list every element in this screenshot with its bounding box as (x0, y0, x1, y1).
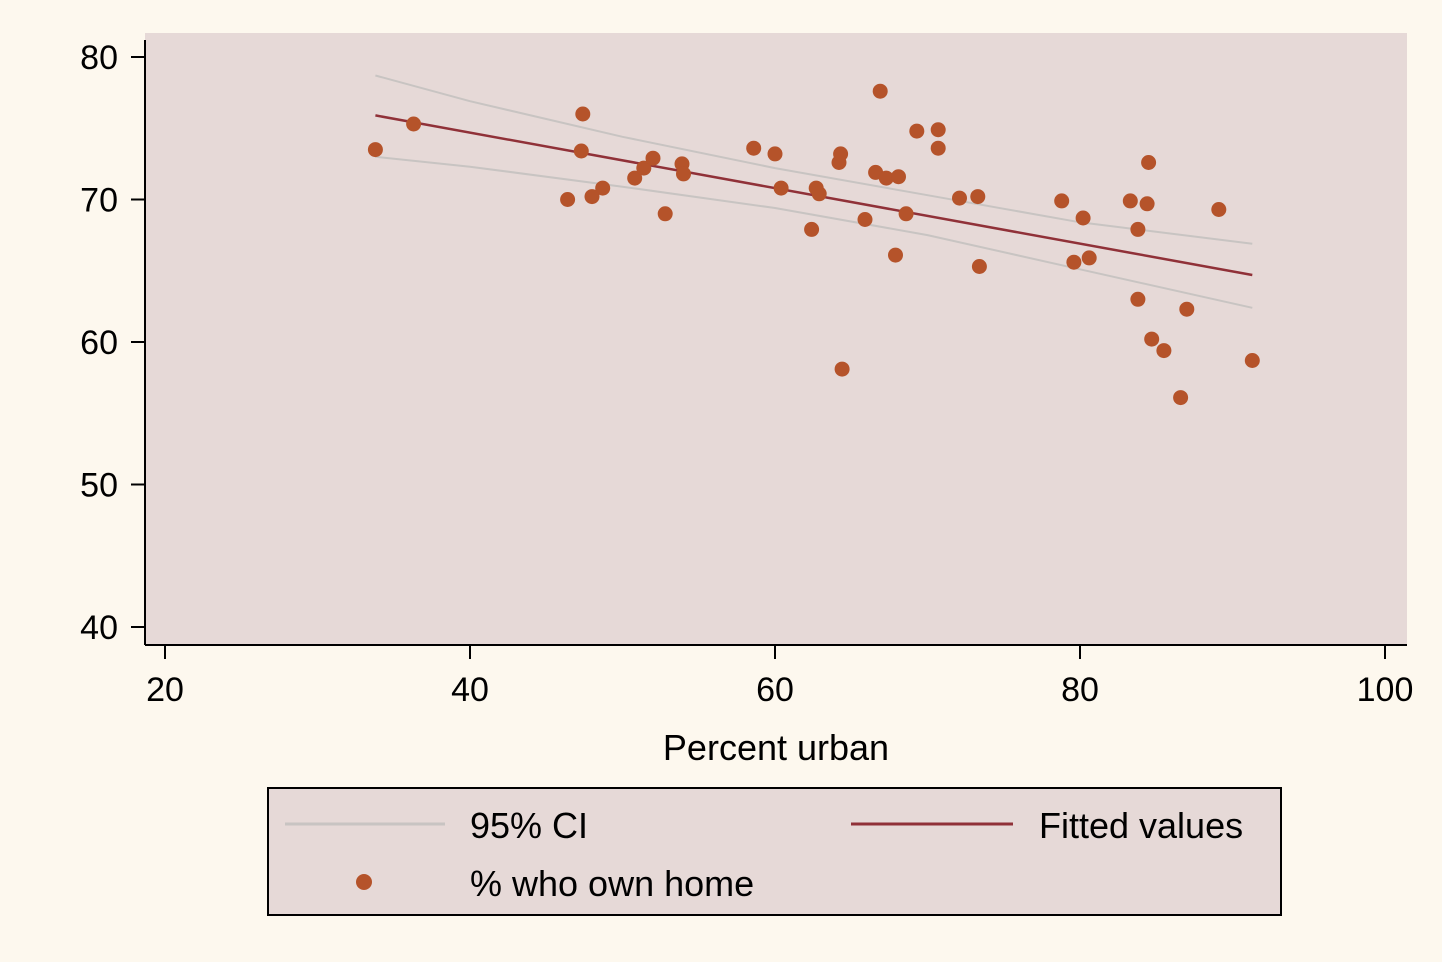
data-point (930, 122, 946, 138)
data-point (857, 212, 873, 227)
x-tick-label: 100 (1357, 671, 1414, 709)
data-point (746, 140, 762, 156)
data-point (872, 83, 888, 99)
data-point (891, 169, 906, 185)
data-point (367, 142, 383, 158)
data-point (970, 189, 986, 205)
data-point (1081, 250, 1097, 266)
legend-fitted-label: Fitted values (1039, 805, 1243, 846)
data-point (1075, 210, 1091, 226)
data-point (804, 221, 820, 237)
legend-box (267, 787, 1282, 916)
legend-ci-label: 95% CI (470, 805, 588, 846)
data-point (1130, 291, 1146, 307)
y-tick-label: 60 (80, 324, 118, 362)
y-tick-label: 40 (80, 609, 118, 647)
ci-lower-line (375, 155, 1253, 309)
y-tick-label: 80 (80, 39, 118, 77)
data-point (1156, 343, 1172, 359)
data-point (1144, 331, 1160, 347)
data-point (645, 150, 661, 166)
legend-points-label: % who own home (470, 863, 754, 904)
data-point (1179, 301, 1195, 317)
data-point (930, 140, 946, 156)
data-point (406, 116, 422, 132)
data-point (834, 361, 850, 377)
data-point (560, 192, 576, 207)
data-point (1211, 202, 1227, 217)
data-point (1130, 221, 1146, 237)
plot-area (145, 33, 1407, 645)
data-point (1141, 155, 1157, 170)
data-point (595, 180, 611, 196)
data-point (811, 186, 827, 202)
data-point (575, 106, 591, 122)
x-tick-label: 60 (756, 671, 794, 709)
data-point (676, 166, 691, 182)
x-tick-label: 80 (1061, 671, 1099, 709)
data-point (767, 146, 783, 162)
y-tick-label: 70 (80, 182, 118, 220)
x-tick-label: 40 (451, 671, 489, 709)
data-point (627, 170, 643, 186)
data-point (909, 123, 925, 139)
data-point (1244, 353, 1260, 368)
data-point (1139, 196, 1155, 212)
data-point (888, 247, 903, 263)
x-axis-title: Percent urban (663, 727, 889, 768)
x-ticks: 20 40 60 80 100 (146, 645, 1413, 709)
data-point (898, 206, 914, 222)
y-ticks: 40 50 60 70 80 (80, 39, 145, 647)
data-point (1122, 193, 1138, 209)
legend: 95% CI Fitted values % who own home (267, 787, 1282, 916)
data-point (573, 143, 589, 159)
data-point (1066, 254, 1082, 270)
data-point (833, 146, 849, 162)
x-tick-label: 20 (146, 671, 184, 709)
data-point (952, 190, 967, 206)
data-point (584, 189, 600, 205)
data-point (878, 170, 894, 186)
data-point (1173, 390, 1189, 406)
data-point (971, 259, 987, 274)
data-point (773, 180, 789, 196)
data-points (367, 83, 1260, 406)
data-point (636, 160, 652, 176)
y-tick-label: 50 (80, 467, 118, 505)
legend-marker-swatch (356, 874, 372, 890)
data-point (1054, 193, 1070, 209)
data-point (657, 206, 673, 222)
